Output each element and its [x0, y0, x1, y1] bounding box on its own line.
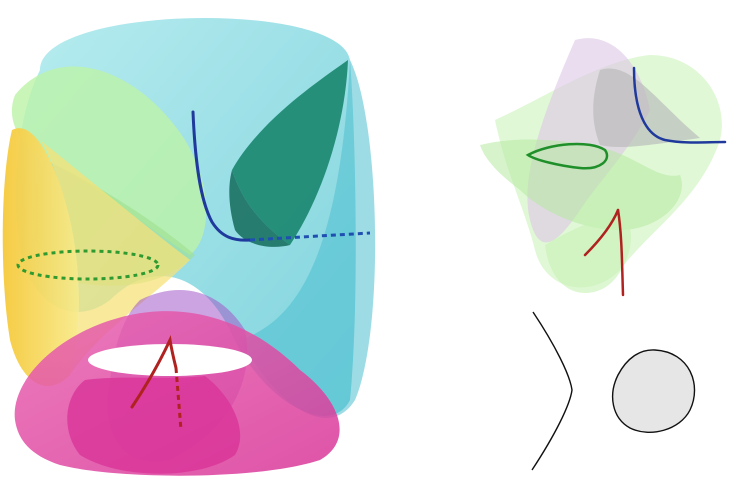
- right-red-curve-left: [583, 208, 620, 257]
- blue-curve-dashed: [249, 231, 371, 242]
- green-curve-dotted: [16, 249, 160, 281]
- closed-oval: [611, 349, 696, 433]
- blue-curve-solid: [191, 110, 252, 242]
- gray-sheet: [593, 68, 700, 148]
- magenta-sheet-front: [67, 376, 241, 474]
- green-sheet-upper: [11, 66, 207, 256]
- hyperbola-branch: [531, 311, 573, 471]
- lime-sheet-lower: [545, 217, 631, 293]
- right-bottom-2d-curve-panel: [531, 311, 696, 471]
- left-3d-surface-panel: [2, 17, 376, 476]
- lime-sheet-front: [480, 139, 682, 230]
- yellow-sheet: [2, 128, 80, 387]
- cyan-sheet-right-lobe: [240, 60, 376, 418]
- right-top-3d-surface-panel: [480, 38, 727, 297]
- right-blue-curve: [632, 66, 727, 144]
- right-green-curve: [525, 142, 609, 170]
- surface-hole: [88, 344, 252, 376]
- red-curve-dashed: [174, 367, 183, 431]
- dark-teal-sheet: [232, 60, 348, 245]
- right-red-curve-right: [616, 208, 625, 297]
- dark-teal-sheet-shadow: [229, 170, 290, 247]
- red-curve-solid: [130, 334, 178, 409]
- yellow-sheet-inner: [40, 140, 190, 375]
